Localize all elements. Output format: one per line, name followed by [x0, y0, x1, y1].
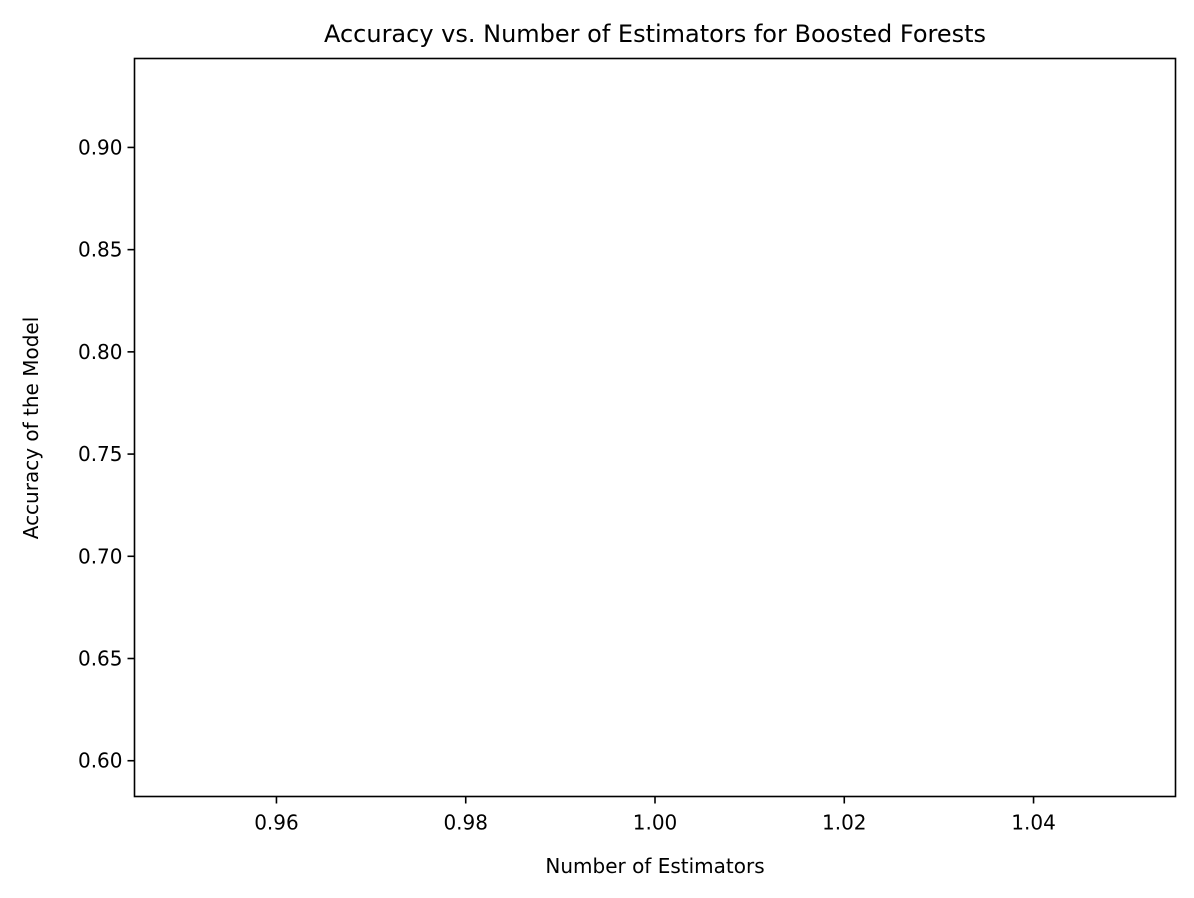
chart-title: Accuracy vs. Number of Estimators for Bo…	[324, 20, 986, 48]
x-tick-label: 1.02	[822, 811, 867, 835]
y-tick-label: 0.85	[78, 238, 123, 262]
y-axis-label: Accuracy of the Model	[19, 317, 43, 540]
y-axis-ticks: 0.60 0.65 0.70 0.75 0.80 0.85 0.90	[78, 135, 135, 773]
x-axis-label: Number of Estimators	[545, 854, 764, 878]
y-tick-label: 0.75	[78, 442, 123, 466]
x-axis-ticks: 0.96 0.98 1.00 1.02 1.04	[254, 796, 1056, 835]
y-tick-label: 0.90	[78, 135, 123, 159]
plot-area-frame	[133, 57, 1177, 798]
x-tick-label: 1.04	[1011, 811, 1056, 835]
x-tick-label: 0.96	[254, 811, 299, 835]
x-tick-label: 0.98	[443, 811, 488, 835]
y-tick-label: 0.80	[78, 340, 123, 364]
y-tick-label: 0.70	[78, 544, 123, 568]
y-tick-label: 0.60	[78, 749, 123, 773]
x-tick-label: 1.00	[633, 811, 678, 835]
y-tick-label: 0.65	[78, 647, 123, 671]
